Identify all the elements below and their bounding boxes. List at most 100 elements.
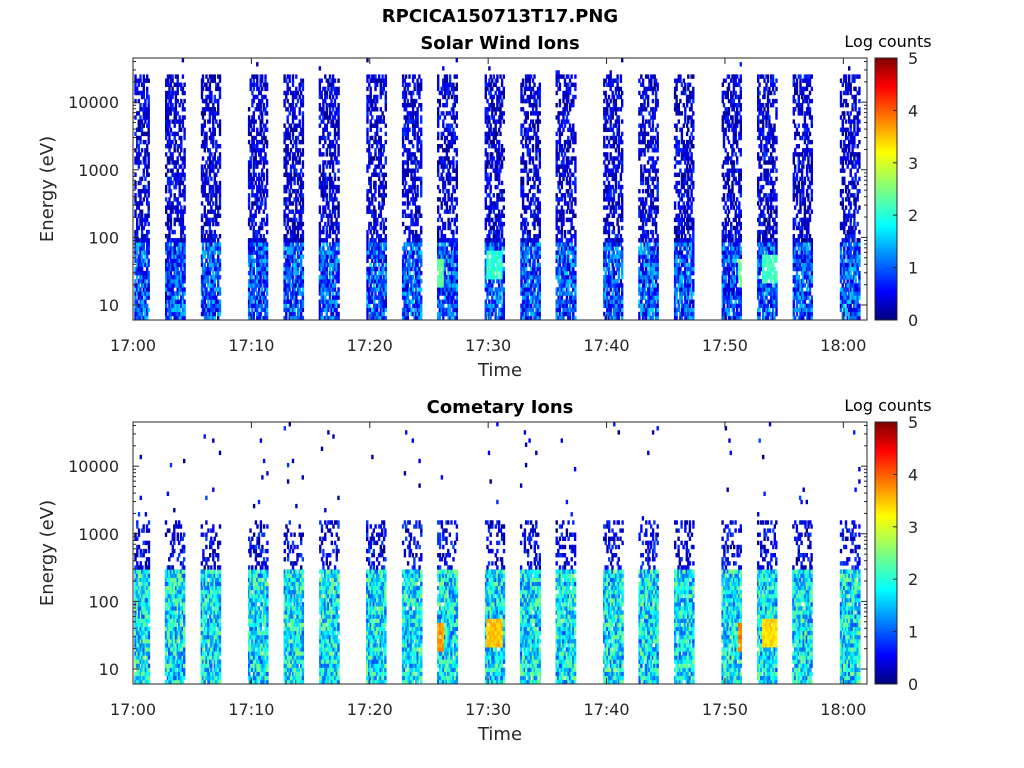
- heatmap-cell: [262, 291, 265, 296]
- heatmap-cell: [415, 176, 418, 182]
- heatmap-cell: [366, 115, 369, 120]
- heatmap-cell: [403, 160, 406, 165]
- heatmap-cell: [371, 246, 374, 251]
- heatmap-cell: [259, 225, 262, 231]
- heatmap-cell: [318, 184, 322, 190]
- heatmap-cell: [265, 246, 269, 251]
- heatmap-cell: [208, 156, 212, 161]
- heatmap-cell: [301, 221, 305, 227]
- heatmap-cell: [445, 176, 449, 182]
- heatmap-cell: [374, 246, 377, 251]
- heatmap-cell: [496, 148, 499, 153]
- heatmap-cell: [498, 262, 501, 268]
- heatmap-cell: [215, 193, 218, 198]
- heatmap-cell: [448, 205, 452, 210]
- heatmap-cell: [325, 275, 328, 280]
- heatmap-cell: [144, 258, 147, 263]
- heatmap-cell: [252, 287, 255, 292]
- heatmap-cell: [212, 74, 215, 79]
- heatmap-cell: [486, 213, 489, 218]
- heatmap-cell: [249, 78, 252, 83]
- heatmap-cell: [298, 176, 301, 182]
- heatmap-cell: [165, 279, 168, 284]
- heatmap-cell: [318, 78, 322, 83]
- heatmap-cell: [492, 107, 495, 112]
- heatmap-cell: [369, 307, 372, 313]
- heatmap-cell: [265, 283, 269, 288]
- heatmap-cell: [492, 205, 495, 210]
- heatmap-cell: [371, 270, 374, 276]
- heatmap-cell: [286, 266, 289, 272]
- heatmap-cell: [142, 90, 145, 96]
- heatmap-cell: [140, 238, 144, 243]
- heatmap-cell: [324, 221, 327, 227]
- heatmap-cell: [137, 303, 140, 308]
- heatmap-cell: [531, 86, 535, 92]
- heatmap-cell: [437, 250, 440, 255]
- heatmap-cell: [208, 189, 212, 194]
- heatmap-cell: [264, 139, 267, 145]
- heatmap-cell: [410, 311, 413, 317]
- heatmap-cell: [374, 221, 377, 227]
- heatmap-cell: [264, 262, 267, 268]
- heatmap-cell: [450, 275, 454, 280]
- heatmap-cell: [333, 295, 337, 300]
- heatmap-cell: [210, 107, 213, 112]
- heatmap-cell: [318, 176, 322, 182]
- heatmap-cell: [181, 283, 185, 288]
- heatmap-cell: [322, 119, 325, 124]
- heatmap-cell: [411, 103, 415, 108]
- heatmap-cell: [378, 160, 381, 165]
- heatmap-cell: [491, 270, 494, 276]
- heatmap-cell: [381, 90, 384, 96]
- heatmap-cell: [136, 258, 139, 263]
- heatmap-cell: [328, 103, 332, 108]
- heatmap-cell: [201, 184, 205, 190]
- heatmap-cell: [381, 74, 384, 79]
- heatmap-cell: [366, 58, 369, 63]
- heatmap-cell: [318, 103, 322, 108]
- heatmap-cell: [486, 234, 489, 239]
- heatmap-cell: [252, 234, 255, 239]
- heatmap-cell: [256, 164, 259, 169]
- heatmap-cell: [176, 213, 179, 218]
- heatmap-cell: [325, 258, 328, 263]
- heatmap-cell: [264, 299, 267, 304]
- heatmap-cell: [262, 217, 265, 223]
- heatmap-cell: [215, 266, 218, 272]
- heatmap-cell: [418, 250, 421, 255]
- heatmap-cell: [335, 221, 338, 227]
- heatmap-cell: [438, 291, 442, 296]
- heatmap-cell: [455, 287, 458, 292]
- heatmap-cell: [213, 238, 216, 243]
- heatmap-cell: [488, 303, 491, 308]
- heatmap-cell: [289, 217, 293, 223]
- heatmap-cell: [328, 283, 332, 288]
- heatmap-cell: [418, 275, 421, 280]
- heatmap-cell: [291, 160, 295, 165]
- heatmap-cell: [293, 168, 296, 173]
- heatmap-cell: [180, 234, 183, 239]
- heatmap-cell: [498, 98, 501, 104]
- heatmap-cell: [252, 78, 255, 83]
- heatmap-cell: [139, 258, 142, 263]
- heatmap-cell: [337, 107, 340, 112]
- heatmap-cell: [296, 311, 300, 317]
- heatmap-cell: [381, 254, 384, 259]
- heatmap-cell: [293, 111, 296, 116]
- heatmap-cell: [531, 176, 535, 182]
- heatmap-cell: [489, 266, 492, 272]
- heatmap-cell: [261, 262, 264, 268]
- heatmap-cell: [146, 94, 149, 100]
- heatmap-cell: [288, 156, 291, 161]
- heatmap-cell: [401, 193, 405, 198]
- heatmap-cell: [330, 78, 333, 83]
- heatmap-cell: [137, 82, 140, 87]
- heatmap-cell: [374, 197, 377, 202]
- heatmap-cell: [178, 184, 181, 190]
- heatmap-cell: [378, 115, 381, 120]
- heatmap-cell: [210, 164, 213, 169]
- heatmap-cell: [528, 287, 531, 292]
- heatmap-cell: [166, 234, 170, 239]
- heatmap-cell: [488, 217, 491, 223]
